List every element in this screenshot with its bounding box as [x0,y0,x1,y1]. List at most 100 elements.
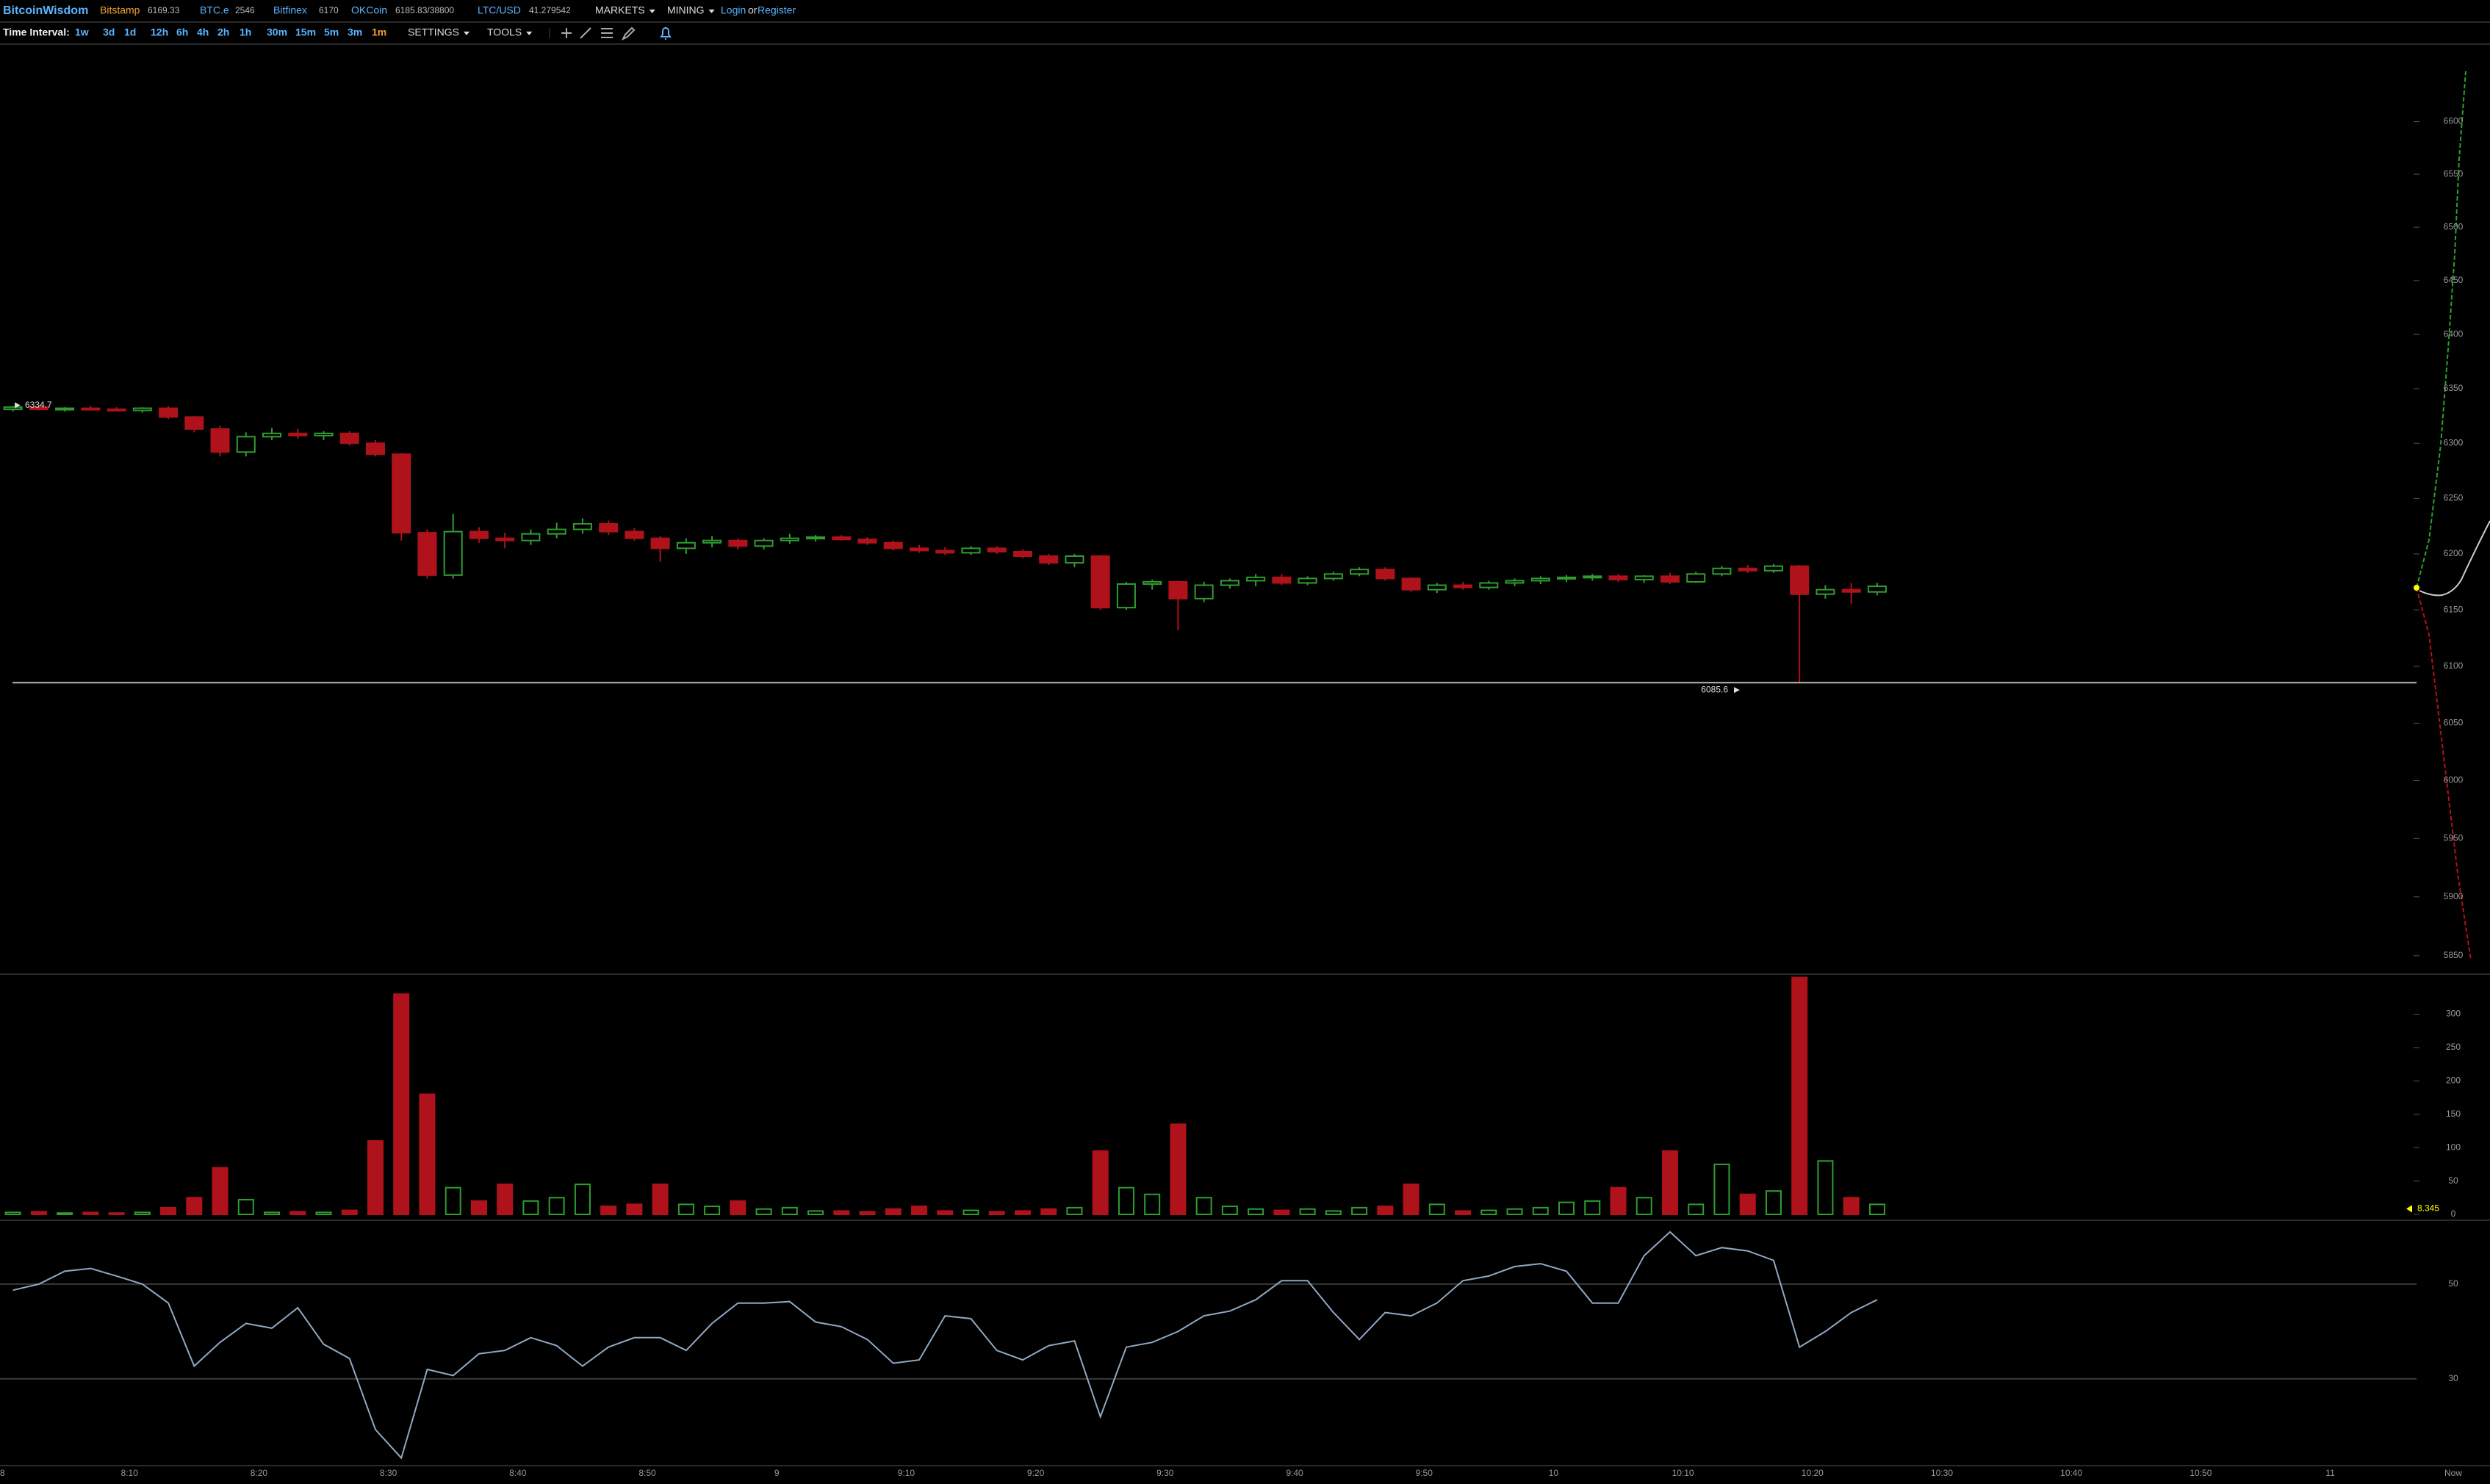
register-link[interactable]: Register [758,4,796,16]
login-link[interactable]: Login [721,4,746,16]
toolbar-menu[interactable]: SETTINGS [408,26,459,38]
volume-bar [419,1093,436,1215]
interval-button[interactable]: 2h [217,26,229,38]
volume-bar [1299,1208,1316,1215]
candle-body [1505,580,1525,584]
alert-tool[interactable] [660,27,672,40]
candle-body [1272,576,1292,584]
y-tick-label: 5850 [2444,950,2464,960]
y-tick-label: 6400 [2444,328,2464,339]
y-tick-label: 30 [2448,1373,2458,1383]
volume-bar [1351,1206,1368,1215]
ticker-name[interactable]: Bitstamp [100,4,140,16]
volume-bar [1610,1186,1627,1215]
y-tick-label: 6050 [2444,718,2464,728]
volume-bar [1455,1210,1472,1216]
volume-bar [1403,1184,1419,1215]
candle-body [1090,555,1110,609]
candle-body [132,407,152,411]
candle-body [910,547,929,552]
candle-body [1350,569,1370,575]
interval-button[interactable]: 3m [348,26,362,38]
candle-body [625,530,644,539]
ticker-name[interactable]: BTC.e [200,4,229,16]
candle-body [857,539,877,544]
candle-body [288,432,308,436]
volume-bar [1868,1203,1885,1215]
volume-bar [1713,1163,1730,1215]
y-tick-label: 6550 [2444,168,2464,179]
drawing-tools [561,26,672,41]
interval-button[interactable]: 1w [75,26,89,38]
candle-body [676,541,696,550]
candle-body [987,547,1007,552]
candle-body [1841,588,1861,593]
y-tick-label: 6100 [2444,660,2464,671]
interval-button[interactable]: 3d [103,26,115,38]
ticker-name[interactable]: OKCoin [351,4,387,16]
volume-bar [393,993,410,1215]
crosshair-tool[interactable] [561,28,572,38]
candle-body [650,537,670,550]
y-tick-label: 250 [2446,1042,2461,1052]
candle-body [1039,555,1059,564]
last-volume-arrow [2406,1205,2412,1213]
volume-bar [937,1210,954,1216]
time-label: 9:10 [898,1468,915,1478]
candle-body [1246,576,1266,582]
time-label: 10:40 [2060,1468,2082,1478]
candle-body [1583,575,1602,579]
volume-bar [1817,1160,1834,1216]
candle-body [521,533,541,541]
ticker-name[interactable]: Bitfinex [273,4,307,16]
candle-body [1143,580,1162,586]
menu[interactable]: MARKETS [595,4,645,16]
volume-bar [677,1203,694,1215]
dropdown-caret [526,32,533,35]
time-label: 11 [2325,1468,2335,1478]
candle-body [339,432,359,444]
ticker-name[interactable]: LTC/USD [478,4,521,16]
line-tool[interactable] [580,27,591,39]
volume-bar [755,1208,772,1215]
candle-body [780,537,799,541]
dropdown-caret [464,32,470,35]
candle-body [81,407,101,411]
candle-body [392,453,411,534]
interval-button[interactable]: 4h [197,26,209,38]
time-label: 10:30 [1931,1468,1953,1478]
interval-button[interactable]: 6h [176,26,188,38]
candle-body [883,541,903,550]
interval-button[interactable]: 1h [240,26,251,38]
brand[interactable]: BitcoinWisdom [3,4,88,17]
volume-bar [212,1167,229,1215]
volume-bar [1661,1150,1678,1216]
ticker-price: 6170 [319,5,339,15]
time-label: 9:30 [1156,1468,1174,1478]
candle-body [469,530,489,539]
y-tick-label: 6000 [2444,775,2464,785]
volume-bar [600,1206,617,1215]
toolbar-menu[interactable]: TOOLS [487,26,522,38]
dropdown-caret [649,10,655,13]
interval-button[interactable]: 15m [295,26,316,38]
menu[interactable]: MINING [667,4,705,16]
candle-body [1116,583,1136,609]
interval-button[interactable]: 1m [372,26,386,38]
pencil-tool[interactable] [621,26,636,41]
fib-tool[interactable] [601,28,613,38]
interval-button[interactable]: 30m [267,26,287,38]
volume-bar [134,1211,151,1216]
volume-bar [1273,1209,1290,1216]
candle-body [1634,575,1654,580]
time-label: 8:40 [509,1468,527,1478]
candle-body [210,428,230,453]
interval-button[interactable]: 1d [124,26,136,38]
candle-body [107,408,126,412]
interval-button[interactable]: 12h [151,26,168,38]
volume-bar [962,1209,979,1216]
toolbar-label: Time Interval: [3,26,70,38]
interval-button[interactable]: 5m [324,26,339,38]
